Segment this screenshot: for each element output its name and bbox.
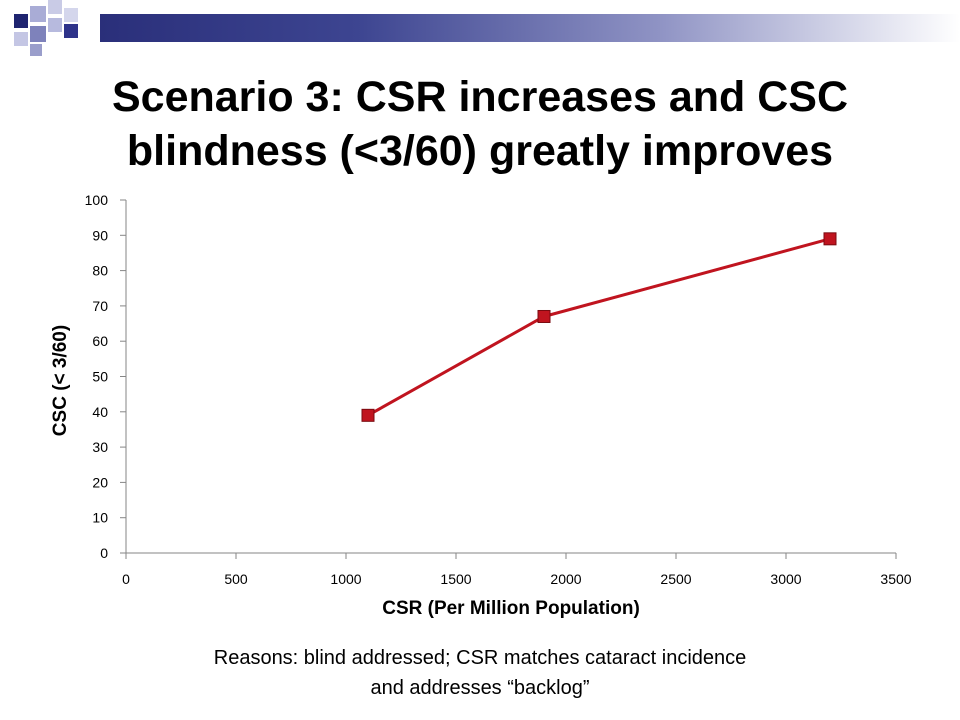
- slide-title-line-2: blindness (<3/60) greatly improves: [126, 127, 834, 175]
- x-tick-label: 3000: [770, 571, 801, 587]
- y-tick-label: 10: [92, 510, 108, 526]
- x-tick-label: 2500: [660, 571, 691, 587]
- y-tick-label: 90: [92, 227, 108, 243]
- footnote-line-1: Reasons: blind addressed; CSR matches ca…: [213, 647, 747, 669]
- y-tick-label: 80: [92, 263, 108, 279]
- data-point-marker: [361, 408, 375, 422]
- deco-square-light: [14, 32, 28, 46]
- slide-title: Scenario 3: CSR increases and CSC blindn…: [40, 70, 920, 178]
- y-tick-label: 100: [85, 192, 109, 208]
- series-line: [367, 237, 831, 417]
- deco-square-light: [64, 8, 78, 22]
- data-point-marker: [823, 232, 837, 246]
- y-axis-label: CSC (< 3/60): [50, 325, 71, 436]
- x-tick-label: 2000: [550, 571, 581, 587]
- y-tick-label: 60: [92, 333, 108, 349]
- y-tick-label: 0: [100, 545, 108, 561]
- x-tick-label: 500: [224, 571, 248, 587]
- y-tick-label: 70: [92, 298, 108, 314]
- data-point-marker: [537, 309, 551, 323]
- y-tick-label: 30: [92, 439, 108, 455]
- deco-square-dark: [14, 14, 28, 28]
- y-tick-label: 50: [92, 369, 108, 385]
- x-tick-label: 0: [122, 571, 130, 587]
- deco-square-mid: [30, 44, 42, 56]
- x-tick-label: 1000: [330, 571, 361, 587]
- y-tick-label: 40: [92, 404, 108, 420]
- x-tick-label: 3500: [880, 571, 911, 587]
- chart-series: [361, 232, 837, 422]
- x-axis-label: CSR (Per Million Population): [382, 598, 640, 619]
- footnote-line-2: and addresses “backlog”: [370, 677, 590, 699]
- deco-square-mid: [30, 26, 46, 42]
- deco-square-light: [30, 6, 46, 22]
- x-tick-label: 1500: [440, 571, 471, 587]
- header-banner: [100, 14, 960, 42]
- deco-square-light: [48, 0, 62, 14]
- footnote: Reasons: blind addressed; CSR matches ca…: [130, 643, 830, 703]
- deco-square-light: [48, 18, 62, 32]
- y-tick-label: 20: [92, 474, 108, 490]
- deco-square-dark: [64, 24, 78, 38]
- slide-title-line-1: Scenario 3: CSR increases and CSC: [111, 73, 849, 121]
